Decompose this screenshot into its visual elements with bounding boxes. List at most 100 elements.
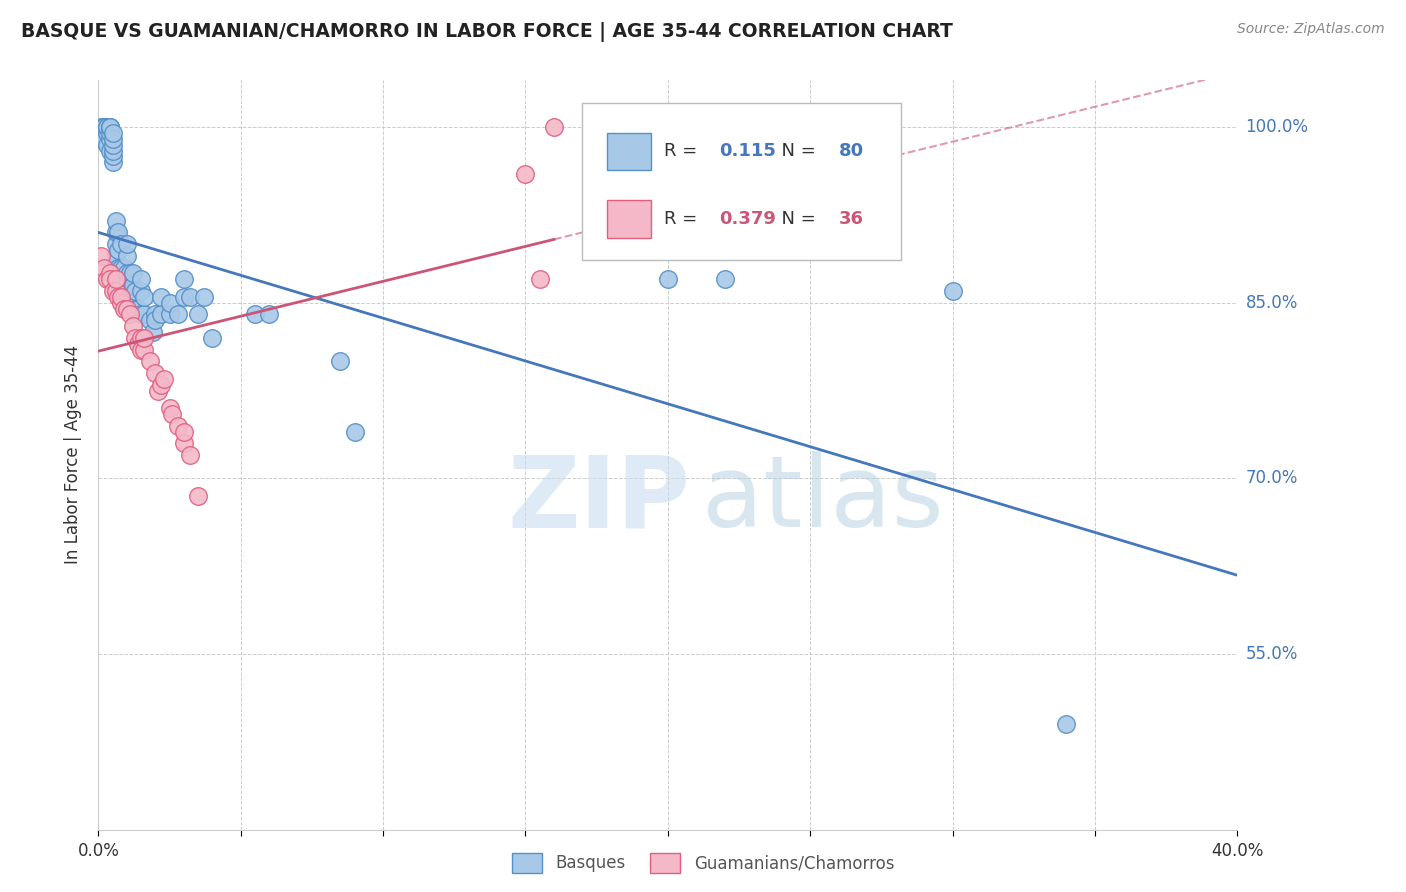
Point xyxy=(515,167,537,181)
Point xyxy=(90,132,112,146)
Point xyxy=(110,272,132,286)
Point xyxy=(104,249,127,263)
Point xyxy=(159,401,181,415)
Point xyxy=(107,260,129,275)
Point xyxy=(96,120,118,134)
Text: N =: N = xyxy=(770,210,823,227)
Text: N =: N = xyxy=(770,143,823,161)
Point xyxy=(167,418,190,433)
Point xyxy=(101,137,124,152)
Point xyxy=(129,284,152,298)
Point xyxy=(138,354,160,368)
Text: R =: R = xyxy=(665,143,703,161)
Point xyxy=(104,213,127,227)
Point xyxy=(121,319,143,334)
Point xyxy=(138,313,160,327)
Text: 80: 80 xyxy=(839,143,863,161)
Point xyxy=(150,307,173,321)
Point xyxy=(101,144,124,158)
Point xyxy=(132,307,155,321)
Point xyxy=(127,336,149,351)
Point xyxy=(107,272,129,286)
Text: atlas: atlas xyxy=(702,451,943,549)
Point xyxy=(132,343,155,357)
Point xyxy=(107,290,129,304)
Point xyxy=(112,290,135,304)
Text: 0.115: 0.115 xyxy=(718,143,776,161)
Point xyxy=(104,226,127,240)
Point xyxy=(543,120,565,134)
Bar xyxy=(607,133,651,170)
Point xyxy=(179,290,201,304)
Point xyxy=(173,272,195,286)
Point xyxy=(98,144,121,158)
Point xyxy=(93,120,115,134)
Point xyxy=(121,267,143,281)
Point xyxy=(98,120,121,134)
Point xyxy=(148,384,170,398)
Point xyxy=(173,436,195,450)
Point xyxy=(98,272,121,286)
Point xyxy=(98,126,121,140)
Text: 100.0%: 100.0% xyxy=(1246,118,1309,136)
Point xyxy=(98,267,121,281)
Point xyxy=(193,290,215,304)
Point xyxy=(329,354,352,368)
Text: 70.0%: 70.0% xyxy=(1246,469,1298,487)
Point xyxy=(127,301,149,316)
Point xyxy=(187,489,209,503)
Legend: Basques, Guamanians/Chamorros: Basques, Guamanians/Chamorros xyxy=(505,847,901,880)
Point xyxy=(96,126,118,140)
Point xyxy=(259,307,281,321)
Point xyxy=(104,260,127,275)
Point xyxy=(110,237,132,252)
Point xyxy=(112,260,135,275)
Point xyxy=(141,325,163,339)
Point xyxy=(129,331,152,345)
Point xyxy=(90,249,112,263)
Bar xyxy=(607,200,651,237)
Point xyxy=(132,290,155,304)
Point xyxy=(153,372,176,386)
FancyBboxPatch shape xyxy=(582,103,901,260)
Point xyxy=(118,284,141,298)
Point xyxy=(101,149,124,163)
Point xyxy=(942,284,965,298)
Point xyxy=(115,237,138,252)
Point xyxy=(179,448,201,462)
Point xyxy=(115,290,138,304)
Point xyxy=(124,331,146,345)
Point xyxy=(201,331,224,345)
Point xyxy=(98,120,121,134)
Point xyxy=(115,267,138,281)
Text: 85.0%: 85.0% xyxy=(1246,293,1298,311)
Y-axis label: In Labor Force | Age 35-44: In Labor Force | Age 35-44 xyxy=(65,345,83,565)
Point xyxy=(657,272,679,286)
Point xyxy=(93,132,115,146)
Point xyxy=(118,267,141,281)
Point xyxy=(104,272,127,286)
Point xyxy=(124,301,146,316)
Text: 36: 36 xyxy=(839,210,863,227)
Point xyxy=(159,295,181,310)
Point xyxy=(107,243,129,257)
Point xyxy=(121,295,143,310)
Point xyxy=(98,132,121,146)
Point xyxy=(167,307,190,321)
Point xyxy=(115,278,138,293)
Text: R =: R = xyxy=(665,210,703,227)
Point xyxy=(112,301,135,316)
Point xyxy=(150,377,173,392)
Point xyxy=(101,126,124,140)
Point xyxy=(714,272,737,286)
Point xyxy=(115,249,138,263)
Point xyxy=(1056,717,1078,731)
Point xyxy=(93,120,115,134)
Text: Source: ZipAtlas.com: Source: ZipAtlas.com xyxy=(1237,22,1385,37)
Point xyxy=(104,272,127,286)
Point xyxy=(96,272,118,286)
Point xyxy=(124,284,146,298)
Point xyxy=(101,132,124,146)
Point xyxy=(112,272,135,286)
Point xyxy=(145,307,167,321)
